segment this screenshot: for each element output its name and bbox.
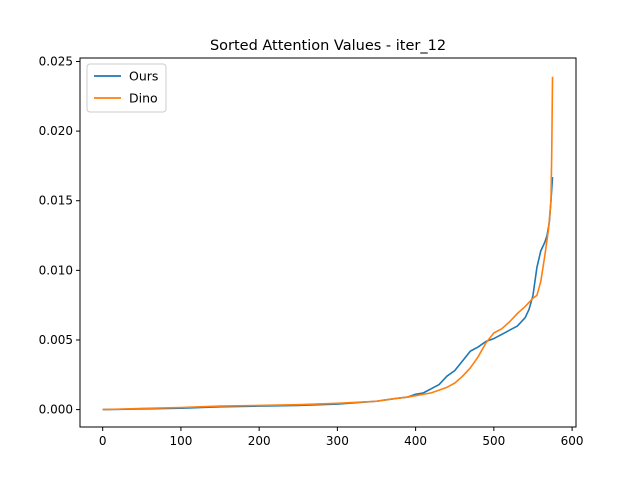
y-tick-label: 0.025 [39, 54, 73, 68]
x-tick-label: 200 [248, 434, 271, 448]
x-tick-label: 100 [169, 434, 192, 448]
legend: Ours Dino [86, 63, 167, 113]
legend-label-ours: Ours [129, 69, 158, 84]
plot-frame [79, 57, 577, 428]
x-tick-label: 400 [404, 434, 427, 448]
legend-label-dino: Dino [129, 91, 158, 106]
x-tick-label: 300 [326, 434, 349, 448]
chart-title: Sorted Attention Values - iter_12 [210, 38, 446, 54]
x-tick-label: 500 [482, 434, 505, 448]
x-axis: 0 100 200 300 400 500 600 [99, 427, 584, 448]
y-tick-label: 0.005 [39, 333, 73, 347]
x-tick-label: 0 [99, 434, 107, 448]
y-tick-label: 0.020 [39, 124, 73, 138]
y-tick-label: 0.010 [39, 263, 73, 277]
series-line-dino [102, 76, 554, 411]
y-tick-label: 0.015 [39, 194, 73, 208]
y-tick-label: 0.000 [39, 403, 73, 417]
series-layer [102, 76, 554, 411]
y-axis: 0.000 0.005 0.010 0.015 0.020 0.025 [39, 54, 80, 417]
x-tick-label: 600 [561, 434, 584, 448]
